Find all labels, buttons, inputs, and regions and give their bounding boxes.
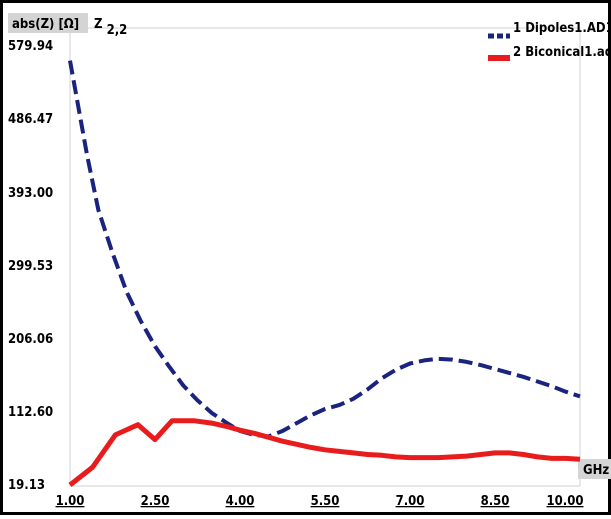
y-tick-label: 112.60 bbox=[8, 405, 53, 420]
y-tick-label: 19.13 bbox=[8, 478, 45, 493]
x-tick-label: 7.00 bbox=[396, 494, 425, 509]
x-tick-label: 4.00 bbox=[226, 494, 255, 509]
x-tick-label: 5.50 bbox=[311, 494, 340, 509]
chart-title: Z 2,2 bbox=[94, 17, 127, 38]
x-tick-label: 8.50 bbox=[481, 494, 510, 509]
y-tick-labels: 19.13 112.60 206.06 299.53 393.00 486.47… bbox=[8, 39, 53, 493]
chart-title-sub: 2,2 bbox=[107, 23, 128, 38]
x-tick-label: 1.00 bbox=[56, 494, 85, 509]
x-axis-label: GHz bbox=[583, 463, 609, 478]
x-axis-label-bg bbox=[578, 459, 611, 479]
x-tick-label: 10.00 bbox=[547, 494, 584, 509]
y-tick-label: 299.53 bbox=[8, 259, 53, 274]
legend: 1 Dipoles1.AD1 2 Biconical1.ad1 bbox=[488, 21, 611, 61]
y-tick-label: 206.06 bbox=[8, 332, 53, 347]
plot-area bbox=[69, 27, 581, 487]
x-tick-labels: 1.00 2.50 4.00 5.50 7.00 8.50 10.00 bbox=[56, 494, 584, 509]
y-tick-label: 579.94 bbox=[8, 39, 53, 54]
y-tick-label: 486.47 bbox=[8, 112, 53, 127]
legend-label-biconical: 2 Biconical1.ad1 bbox=[513, 45, 611, 60]
y-axis-label: abs(Z) [Ω] bbox=[12, 17, 79, 32]
x-tick-label: 2.50 bbox=[141, 494, 170, 509]
series-layer bbox=[68, 60, 581, 487]
legend-label-dipoles: 1 Dipoles1.AD1 bbox=[513, 21, 611, 36]
y-tick-label: 393.00 bbox=[8, 186, 53, 201]
chart-title-main: Z bbox=[94, 17, 102, 32]
series-line-2 bbox=[68, 418, 581, 487]
y-axis-label-bg bbox=[8, 13, 88, 33]
series-line-1 bbox=[68, 60, 581, 439]
